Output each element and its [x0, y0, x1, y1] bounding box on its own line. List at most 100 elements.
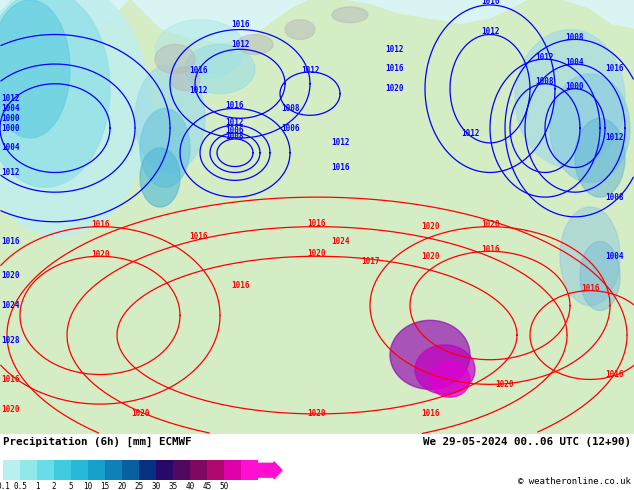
Text: 1020: 1020	[307, 410, 327, 418]
Text: 1012: 1012	[231, 40, 249, 49]
Text: 1020: 1020	[421, 252, 439, 261]
Text: 1016: 1016	[1, 375, 19, 384]
Polygon shape	[140, 108, 190, 187]
Polygon shape	[560, 207, 620, 306]
Polygon shape	[332, 7, 368, 23]
Text: 1006: 1006	[226, 125, 244, 135]
Text: Precipitation (6h) [mm] ECMWF: Precipitation (6h) [mm] ECMWF	[3, 437, 191, 447]
Polygon shape	[580, 242, 620, 311]
Polygon shape	[135, 64, 205, 172]
Text: 1016: 1016	[331, 163, 349, 172]
Bar	[122, 460, 139, 480]
Text: 1012: 1012	[1, 94, 19, 103]
Text: 1012: 1012	[226, 118, 244, 127]
Polygon shape	[170, 67, 200, 91]
Text: 1004: 1004	[1, 144, 19, 152]
Text: 1: 1	[35, 482, 39, 490]
Bar	[190, 460, 207, 480]
Text: 1020: 1020	[1, 271, 19, 280]
Bar	[105, 460, 122, 480]
Text: 1012: 1012	[189, 86, 207, 95]
Bar	[37, 460, 54, 480]
Text: 1012: 1012	[481, 27, 499, 36]
Text: 1020: 1020	[131, 410, 149, 418]
Text: 15: 15	[100, 482, 110, 490]
Polygon shape	[0, 0, 110, 187]
Text: 1016: 1016	[189, 67, 207, 75]
Text: 40: 40	[185, 482, 195, 490]
Polygon shape	[0, 0, 150, 237]
Polygon shape	[155, 20, 245, 79]
Text: 5: 5	[68, 482, 74, 490]
Polygon shape	[415, 345, 475, 394]
Text: 1016: 1016	[307, 219, 327, 228]
Text: 1006: 1006	[281, 123, 299, 133]
Text: 1016: 1016	[1, 237, 19, 246]
Text: 1000: 1000	[1, 123, 19, 133]
Text: 2: 2	[52, 482, 56, 490]
Bar	[3, 460, 20, 480]
Polygon shape	[155, 45, 195, 74]
Text: 1016: 1016	[481, 0, 499, 6]
Text: 1020: 1020	[496, 380, 514, 389]
Bar	[207, 460, 224, 480]
Text: 1016: 1016	[581, 284, 599, 294]
Text: 0.1: 0.1	[0, 482, 10, 490]
Text: 1028: 1028	[1, 336, 19, 344]
Polygon shape	[118, 0, 634, 434]
Text: © weatheronline.co.uk: © weatheronline.co.uk	[518, 477, 631, 486]
Polygon shape	[515, 29, 625, 168]
Bar	[54, 460, 71, 480]
Polygon shape	[140, 148, 180, 207]
Bar	[241, 460, 258, 480]
Text: We 29-05-2024 00..06 UTC (12+90): We 29-05-2024 00..06 UTC (12+90)	[423, 437, 631, 446]
Text: 1024: 1024	[1, 301, 19, 310]
Text: 1012: 1012	[301, 67, 320, 75]
Text: 20: 20	[117, 482, 127, 490]
Text: 1012: 1012	[536, 52, 554, 62]
Polygon shape	[237, 34, 273, 54]
Text: 30: 30	[152, 482, 160, 490]
Text: 10: 10	[84, 482, 93, 490]
Text: 1004: 1004	[605, 252, 623, 261]
Bar	[224, 460, 241, 480]
Text: 1008: 1008	[226, 131, 244, 141]
Text: 1004: 1004	[566, 58, 585, 67]
Bar	[20, 460, 37, 480]
Polygon shape	[575, 118, 625, 197]
Text: 1012: 1012	[461, 128, 479, 138]
Polygon shape	[0, 0, 634, 434]
Text: 1012: 1012	[605, 133, 623, 143]
Bar	[139, 460, 156, 480]
Text: 1016: 1016	[231, 281, 249, 290]
Text: 1008: 1008	[605, 193, 623, 201]
Text: 1016: 1016	[605, 65, 623, 74]
Text: 1024: 1024	[331, 237, 349, 246]
Text: 1020: 1020	[91, 250, 109, 259]
Text: 1008: 1008	[281, 104, 299, 113]
Bar	[173, 460, 190, 480]
Text: 1012: 1012	[1, 168, 19, 177]
Polygon shape	[390, 320, 470, 389]
Text: 0.5: 0.5	[13, 482, 27, 490]
Text: 1016: 1016	[385, 65, 404, 74]
Text: 1000: 1000	[1, 114, 19, 123]
Polygon shape	[0, 0, 70, 138]
Text: 1016: 1016	[189, 232, 207, 241]
Text: 45: 45	[202, 482, 212, 490]
Text: 25: 25	[134, 482, 144, 490]
Text: 1016: 1016	[91, 220, 109, 229]
Text: 1017: 1017	[361, 257, 379, 266]
Polygon shape	[285, 20, 315, 39]
Text: 1020: 1020	[307, 249, 327, 258]
Text: 1016: 1016	[226, 101, 244, 110]
Bar	[156, 460, 173, 480]
Bar	[88, 460, 105, 480]
Text: 1016: 1016	[481, 245, 499, 254]
FancyArrow shape	[258, 462, 282, 479]
Polygon shape	[550, 74, 630, 182]
Text: 50: 50	[219, 482, 229, 490]
Text: 1008: 1008	[566, 33, 585, 42]
Text: 1016: 1016	[605, 370, 623, 379]
Text: 1020: 1020	[1, 405, 19, 414]
